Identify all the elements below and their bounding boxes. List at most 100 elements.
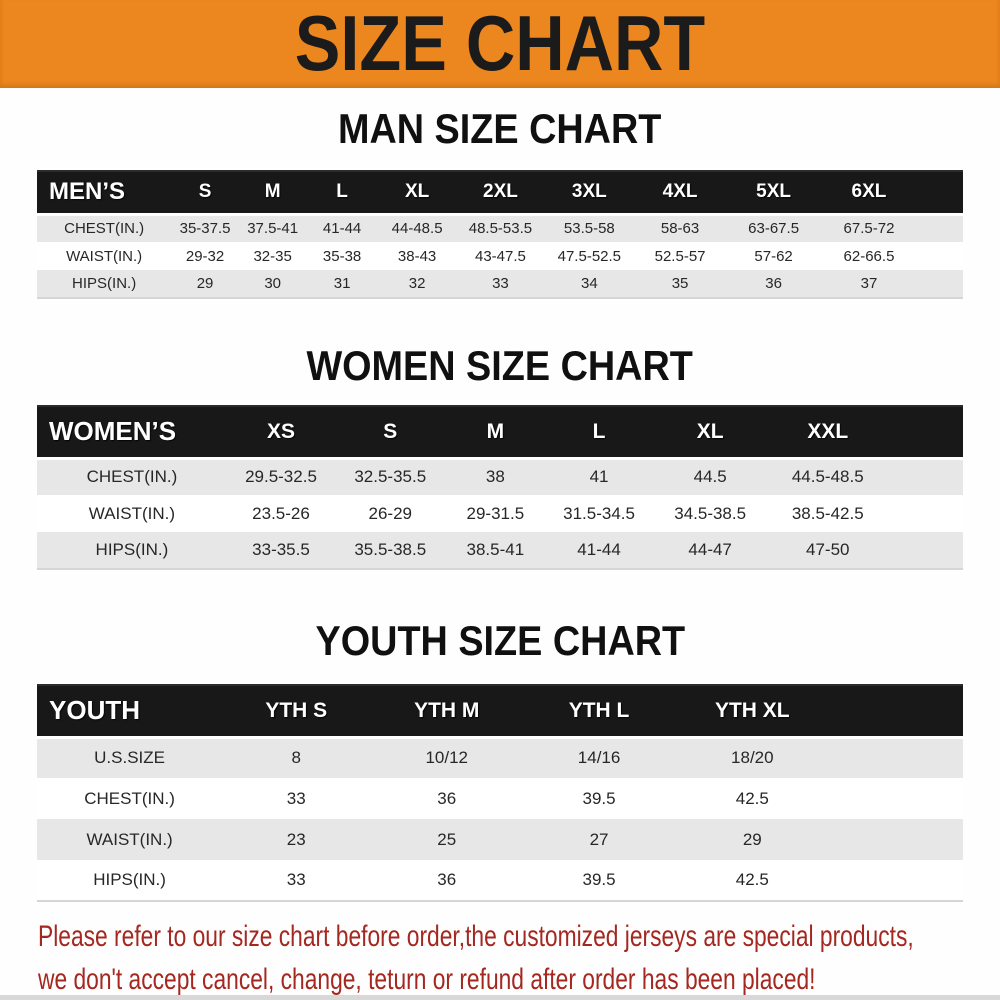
youth-table-header-row: YOUTH YTH S YTH M YTH L YTH XL <box>37 684 963 738</box>
spacer-cell <box>829 735 963 778</box>
youth-section-title: YOUTH SIZE CHART <box>0 618 1000 664</box>
size-value-cell: 29.5-32.5 <box>226 456 336 495</box>
size-value-cell: 37.5-41 <box>238 212 307 242</box>
men-section-title: MAN SIZE CHART <box>0 106 1000 152</box>
size-value-cell: 42.5 <box>674 778 830 819</box>
size-column-header: XXL <box>767 405 888 459</box>
size-value-cell: 44.5 <box>652 456 768 495</box>
size-value-cell: 32.5-35.5 <box>335 456 446 495</box>
spacer-cell <box>829 860 963 901</box>
youth-section-title-text: YOUTH SIZE CHART <box>315 617 685 664</box>
size-value-cell: 58-63 <box>634 212 726 242</box>
youth-size-table: YOUTH YTH S YTH M YTH L YTH XL U.S.SIZE 8 10/1… <box>37 684 963 902</box>
women-section-title-text: WOMEN SIZE CHART <box>306 342 694 389</box>
women-size-table: WOMEN’S XS S M L XL XXL CHEST(IN.) 29.5-32.5 32.… <box>37 405 963 570</box>
size-chart-body: MAN SIZE CHART MEN’S S M L XL 2XL 3XL 4XL 5XL 6XL… <box>0 106 1000 902</box>
spacer-cell <box>829 778 963 819</box>
spacer-cell <box>916 242 963 270</box>
size-value-cell: 10/12 <box>370 735 524 778</box>
size-value-cell: 43-47.5 <box>456 242 545 270</box>
size-value-cell: 47-50 <box>767 532 888 569</box>
row-label: HIPS(IN.) <box>37 532 227 569</box>
size-value-cell: 34 <box>544 270 635 298</box>
size-column-header: S <box>335 405 446 459</box>
size-value-cell: 39.5 <box>523 860 675 901</box>
table-row: WAIST(IN.) 23.5-26 26-29 29-31.5 31.5-34.5 34… <box>37 495 963 532</box>
size-value-cell: 29-32 <box>171 242 239 270</box>
size-value-cell: 44-48.5 <box>377 212 457 242</box>
table-row: CHEST(IN.) 29.5-32.5 32.5-35.5 38 41 44.5 44.5… <box>37 456 963 495</box>
size-value-cell: 41-44 <box>545 532 653 569</box>
size-value-cell: 36 <box>370 778 524 819</box>
size-column-header: L <box>306 170 378 215</box>
size-column-header: XS <box>226 405 336 459</box>
size-column-header: XL <box>377 170 457 215</box>
size-column-header: S <box>171 170 239 215</box>
size-column-header: YTH L <box>523 684 675 738</box>
size-value-cell: 48.5-53.5 <box>456 212 545 242</box>
men-size-table: MEN’S S M L XL 2XL 3XL 4XL 5XL 6XL CHEST(IN.) 35-3… <box>37 170 963 299</box>
size-column-header: M <box>445 405 546 459</box>
size-value-cell: 47.5-52.5 <box>544 242 635 270</box>
size-value-cell: 41-44 <box>306 212 378 242</box>
youth-table-corner-label: YOUTH <box>37 684 223 738</box>
size-column-header: YTH XL <box>674 684 830 738</box>
spacer-cell <box>887 495 963 532</box>
disclaimer-line-2-text: we don't accept cancel, change, teturn o… <box>38 963 816 996</box>
size-value-cell: 33 <box>222 778 371 819</box>
size-column-header: XL <box>652 405 768 459</box>
size-value-cell: 42.5 <box>674 860 830 901</box>
women-table-corner-label: WOMEN’S <box>37 405 227 459</box>
row-label: CHEST(IN.) <box>37 212 172 242</box>
size-value-cell: 38.5-42.5 <box>767 495 888 532</box>
size-value-cell: 35.5-38.5 <box>335 532 446 569</box>
size-column-header: 4XL <box>634 170 726 215</box>
size-column-header: YTH M <box>370 684 524 738</box>
size-value-cell: 31 <box>306 270 378 298</box>
row-label: HIPS(IN.) <box>37 270 172 298</box>
size-value-cell: 14/16 <box>523 735 675 778</box>
men-section-title-text: MAN SIZE CHART <box>338 105 662 152</box>
size-value-cell: 29 <box>171 270 239 298</box>
size-value-cell: 52.5-57 <box>634 242 726 270</box>
size-value-cell: 23 <box>222 819 371 860</box>
size-value-cell: 25 <box>370 819 524 860</box>
spacer-cell <box>887 456 963 495</box>
table-row: CHEST(IN.) 33 36 39.5 42.5 <box>37 778 963 819</box>
size-value-cell: 32-35 <box>238 242 307 270</box>
size-value-cell: 29 <box>674 819 830 860</box>
size-value-cell: 38.5-41 <box>445 532 546 569</box>
disclaimer-line-2: we don't accept cancel, change, teturn o… <box>38 961 1000 1000</box>
youth-table-body: U.S.SIZE 8 10/12 14/16 18/20 CHEST(IN.) 33 36 39… <box>37 735 963 901</box>
table-row: HIPS(IN.) 33-35.5 35.5-38.5 38.5-41 41-44 44-… <box>37 532 963 569</box>
size-column-header: L <box>545 405 653 459</box>
size-value-cell: 35-37.5 <box>171 212 239 242</box>
size-value-cell: 38 <box>445 456 546 495</box>
table-row: HIPS(IN.) 33 36 39.5 42.5 <box>37 860 963 901</box>
size-value-cell: 36 <box>725 270 822 298</box>
disclaimer-line-1: Please refer to our size chart before or… <box>38 918 1000 961</box>
size-value-cell: 39.5 <box>523 778 675 819</box>
section-youth: YOUTH SIZE CHART YOUTH YTH S YTH M YTH L YTH… <box>0 618 1000 902</box>
table-row: U.S.SIZE 8 10/12 14/16 18/20 <box>37 735 963 778</box>
row-label: WAIST(IN.) <box>37 242 172 270</box>
size-value-cell: 36 <box>370 860 524 901</box>
size-value-cell: 18/20 <box>674 735 830 778</box>
size-column-header: 2XL <box>456 170 545 215</box>
size-value-cell: 33 <box>222 860 371 901</box>
women-table-body: CHEST(IN.) 29.5-32.5 32.5-35.5 38 41 44.5 44.5… <box>37 456 963 569</box>
size-value-cell: 23.5-26 <box>226 495 336 532</box>
size-value-cell: 62-66.5 <box>821 242 917 270</box>
spacer-cell <box>916 270 963 298</box>
spacer-cell <box>887 405 963 459</box>
size-value-cell: 30 <box>238 270 307 298</box>
size-value-cell: 44-47 <box>652 532 768 569</box>
table-row: WAIST(IN.) 29-32 32-35 35-38 38-43 43-47.5 47.… <box>37 242 963 270</box>
row-label: CHEST(IN.) <box>37 456 227 495</box>
disclaimer: Please refer to our size chart before or… <box>0 918 1000 1000</box>
size-value-cell: 38-43 <box>377 242 457 270</box>
size-column-header: 3XL <box>544 170 635 215</box>
spacer-cell <box>916 170 963 215</box>
women-table-header-row: WOMEN’S XS S M L XL XXL <box>37 405 963 459</box>
size-value-cell: 33 <box>456 270 545 298</box>
